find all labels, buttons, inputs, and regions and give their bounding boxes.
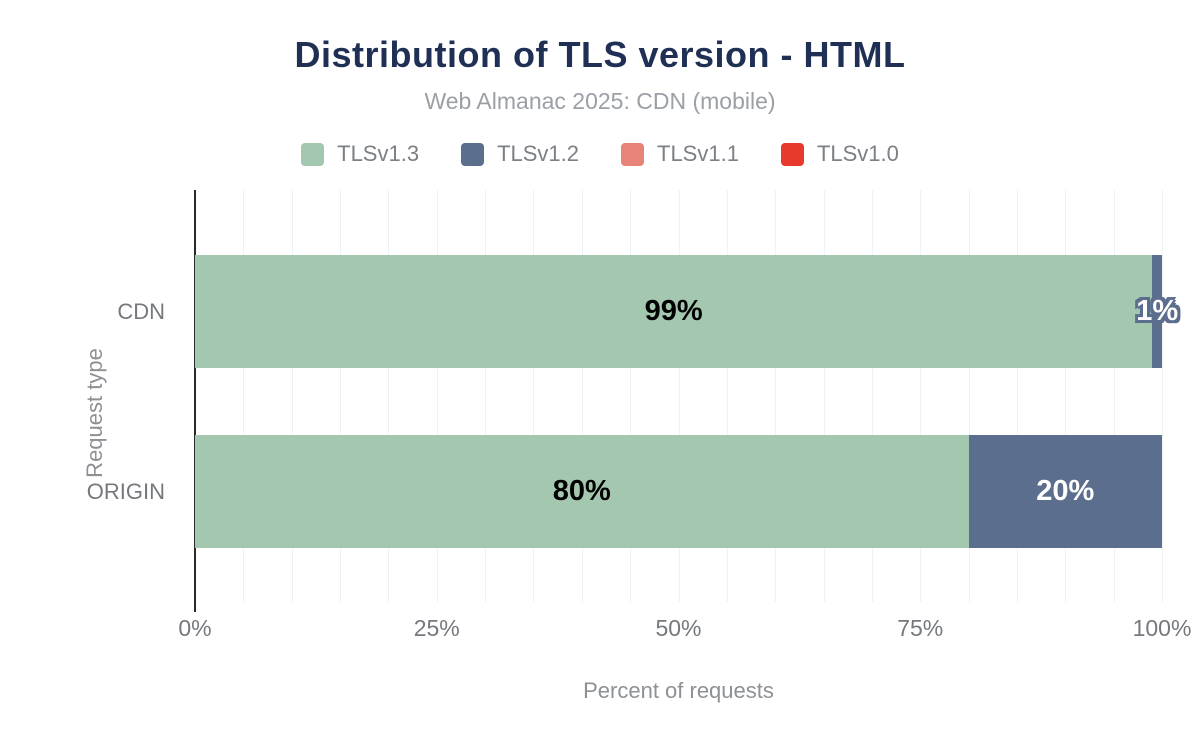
legend-item-tlsv1.2[interactable]: TLSv1.2 [461,141,579,167]
legend-label: TLSv1.0 [816,141,899,166]
gridline [533,190,535,602]
legend-item-tlsv1.0[interactable]: TLSv1.0 [780,141,899,167]
gridline [823,190,825,602]
gridline [968,190,970,602]
gridline [920,190,922,602]
x-axis-title: Percent of requests [583,678,774,703]
legend-label: TLSv1.1 [657,141,739,166]
bar-segment-cdn-tlsv1.3[interactable]: 99% [195,255,1153,368]
gridline [581,190,583,602]
category-label-cdn: CDN [117,298,165,324]
x-tick-label-50: 50% [655,615,702,641]
y-axis-title: Request type [81,348,107,478]
legend-item-tlsv1.1[interactable]: TLSv1.1 [621,141,739,167]
x-tick-label-100: 100% [1132,615,1192,641]
y-axis-line [194,190,196,612]
x-axis-tick-labels: 0% 25% 50% 75% 100% [178,615,1191,645]
legend-label: TLSv1.3 [337,141,420,166]
bar-segment-origin-tlsv1.3[interactable]: 80% [195,435,969,548]
data-label: 20% [1036,475,1095,507]
gridline [775,190,777,602]
gridline [1065,190,1067,602]
y-axis-category-labels: CDN ORIGIN [0,190,165,610]
plot-area: 99% 1% 80% 20% [195,190,1178,610]
x-tick-label-0: 0% [178,615,212,641]
legend-swatch-icon [621,142,644,166]
gridline [436,190,438,602]
gridline [340,190,342,602]
gridline [485,190,487,602]
gridline [243,190,245,602]
legend-label: TLSv1.2 [497,141,579,166]
legend-item-tlsv1.3[interactable]: TLSv1.3 [301,141,419,167]
bar-row-cdn: 99% 1% [195,255,1178,368]
gridline [1113,190,1115,602]
legend-swatch-icon [461,142,485,166]
category-label-origin: ORIGIN [86,478,165,504]
gridline [1016,190,1018,602]
data-label: 99% [644,295,703,327]
chart-title: Distribution of TLS version - HTML [294,34,906,75]
gridline [678,190,680,602]
data-label: 80% [552,475,611,507]
gridline [726,190,728,602]
legend: TLSv1.3 TLSv1.2 TLSv1.1 TLSv1.0 [0,141,1200,167]
gridline [1162,190,1163,602]
bar-row-origin: 80% 20% [195,435,1162,548]
gridline [871,190,873,602]
x-tick-label-75: 75% [897,615,944,641]
bar-segment-origin-tlsv1.2[interactable]: 20% [968,435,1162,548]
legend-swatch-icon [301,142,325,166]
gridline [388,190,390,602]
x-tick-label-25: 25% [413,615,460,641]
chart-subtitle: Web Almanac 2025: CDN (mobile) [424,88,776,114]
gridline [630,190,632,602]
bar-segment-cdn-tlsv1.2[interactable]: 1% [1136,255,1178,368]
legend-swatch-icon [780,142,804,166]
data-label: 1% [1136,295,1179,327]
gridline [291,190,293,602]
